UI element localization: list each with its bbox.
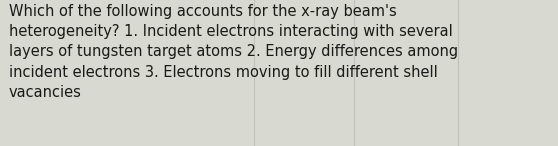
Text: Which of the following accounts for the x-ray beam's
heterogeneity? 1. Incident : Which of the following accounts for the … bbox=[9, 4, 458, 100]
